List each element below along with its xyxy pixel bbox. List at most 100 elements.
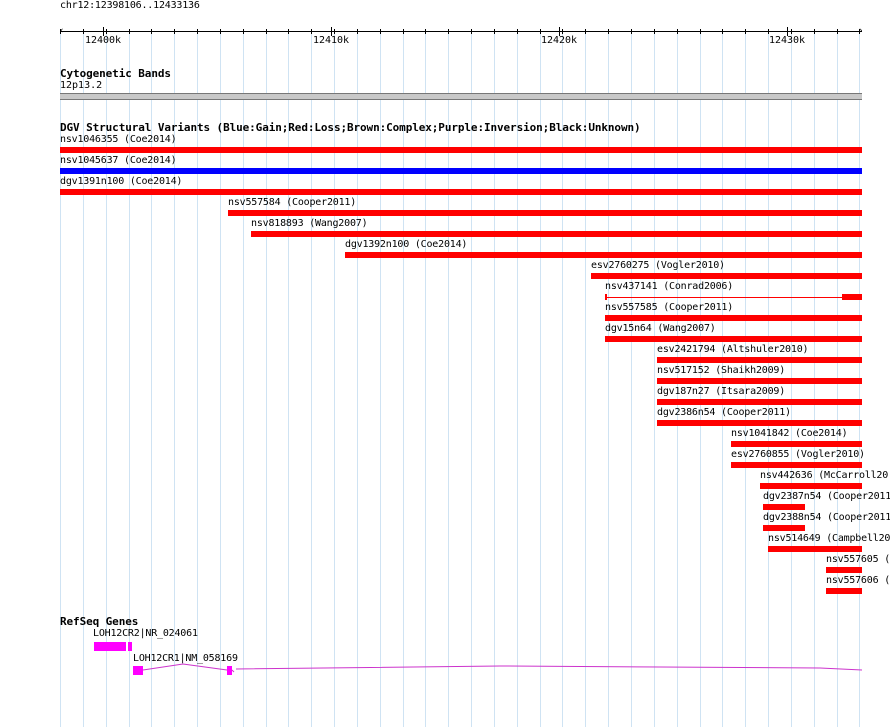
grid-line: [562, 31, 563, 727]
grid-line: [266, 31, 267, 727]
ruler-axis[interactable]: [60, 31, 862, 32]
ruler-minor-tick: [334, 29, 335, 34]
grid-line: [380, 31, 381, 727]
ruler-minor-tick: [151, 29, 152, 34]
variant-bar[interactable]: [731, 462, 862, 468]
ruler-minor-tick: [791, 29, 792, 34]
ruler-minor-tick: [608, 29, 609, 34]
variant-bar[interactable]: [60, 189, 862, 195]
ruler-minor-tick: [517, 29, 518, 34]
ruler-minor-tick: [722, 29, 723, 34]
variant-bar[interactable]: [657, 399, 862, 405]
variant-bar[interactable]: [760, 483, 862, 489]
variant-bar[interactable]: [605, 315, 862, 321]
variant-bar[interactable]: [657, 378, 862, 384]
grid-line: [243, 31, 244, 727]
variant-bar[interactable]: [605, 336, 862, 342]
ruler-major-tick: [331, 27, 332, 36]
grid-line: [197, 31, 198, 727]
grid-line: [106, 31, 107, 727]
variant-bar[interactable]: [251, 231, 862, 237]
gene-label-loh12cr2: LOH12CR2|NR_024061: [93, 628, 198, 639]
ruler-major-tick: [787, 27, 788, 36]
ruler-minor-tick: [106, 29, 107, 34]
ruler-minor-tick: [83, 29, 84, 34]
variant-bar[interactable]: [345, 252, 862, 258]
ruler-minor-tick: [243, 29, 244, 34]
variant-label: nsv1046355 (Coe2014): [60, 134, 177, 145]
ruler-left-arrow-icon: ‹: [59, 26, 65, 36]
grid-line: [631, 31, 632, 727]
gene-label-loh12cr1: LOH12CR1|NM_058169: [133, 653, 238, 664]
dgv-track-title[interactable]: DGV Structural Variants (Blue:Gain;Red:L…: [60, 121, 641, 134]
variant-label: nsv557585 (Cooper2011): [605, 302, 734, 313]
ruler-right-arrow-icon: ›: [858, 26, 864, 36]
variant-label: nsv557606 (: [826, 575, 890, 586]
ruler-minor-tick: [768, 29, 769, 34]
gene-exon-loh12cr1-second[interactable]: [227, 666, 232, 675]
ruler-minor-tick: [357, 29, 358, 34]
ruler-tick-label: 12410k: [312, 35, 350, 46]
grid-line: [517, 31, 518, 727]
ruler-minor-tick: [471, 29, 472, 34]
grid-line: [60, 31, 61, 727]
variant-bar[interactable]: [842, 294, 862, 300]
variant-label: dgv2387n54 (Cooper2011: [763, 491, 890, 502]
gene-exon-loh12cr1-first[interactable]: [133, 666, 143, 675]
grid-line: [540, 31, 541, 727]
variant-bar[interactable]: [60, 168, 862, 174]
variant-label: nsv557584 (Cooper2011): [228, 197, 357, 208]
ruler-minor-tick: [745, 29, 746, 34]
gene-feature-loh12cr2[interactable]: [94, 642, 126, 651]
variant-label: nsv818893 (Wang2007): [251, 218, 368, 229]
variant-label: dgv1391n100 (Coe2014): [60, 176, 183, 187]
variant-bar[interactable]: [657, 357, 862, 363]
ruler-minor-tick: [266, 29, 267, 34]
variant-label: nsv517152 (Shaikh2009): [657, 365, 786, 376]
variant-bar[interactable]: [763, 504, 805, 510]
variant-bar[interactable]: [228, 210, 862, 216]
grid-line: [585, 31, 586, 727]
ruler-minor-tick: [197, 29, 198, 34]
variant-label: esv2760855 (Vogler2010): [731, 449, 865, 460]
variant-label: dgv15n64 (Wang2007): [605, 323, 716, 334]
ruler-major-tick: [103, 27, 104, 36]
variant-bar[interactable]: [763, 525, 805, 531]
grid-line: [654, 31, 655, 727]
grid-line: [494, 31, 495, 727]
variant-label: nsv1045637 (Coe2014): [60, 155, 177, 166]
ruler-minor-tick: [585, 29, 586, 34]
variant-connector[interactable]: [605, 297, 842, 298]
cytoband-bar[interactable]: [60, 93, 862, 100]
cytoband-track-title[interactable]: Cytogenetic Bands: [60, 67, 171, 80]
variant-label: nsv437141 (Conrad2006): [605, 281, 734, 292]
grid-line: [425, 31, 426, 727]
variant-bar[interactable]: [731, 441, 862, 447]
variant-label: dgv187n27 (Itsara2009): [657, 386, 786, 397]
variant-bar[interactable]: [60, 147, 862, 153]
ruler-minor-tick: [425, 29, 426, 34]
ruler-minor-tick: [837, 29, 838, 34]
variant-bar[interactable]: [768, 546, 862, 552]
ruler-tick-label: 12430k: [768, 35, 806, 46]
grid-line: [220, 31, 221, 727]
variant-label: nsv514649 (Campbell20: [768, 533, 890, 544]
variant-bar[interactable]: [591, 273, 862, 279]
grid-line: [174, 31, 175, 727]
grid-line: [83, 31, 84, 727]
variant-bar[interactable]: [826, 567, 862, 573]
grid-line: [448, 31, 449, 727]
ruler-minor-tick: [129, 29, 130, 34]
ruler-minor-tick: [60, 29, 61, 34]
variant-bar[interactable]: [826, 588, 862, 594]
gene-exon-loh12cr2[interactable]: [128, 642, 132, 651]
grid-line: [288, 31, 289, 727]
variant-bar[interactable]: [657, 420, 862, 426]
ruler-minor-tick: [288, 29, 289, 34]
ruler-minor-tick: [677, 29, 678, 34]
ruler-minor-tick: [700, 29, 701, 34]
ruler-minor-tick: [403, 29, 404, 34]
refseq-track-title[interactable]: RefSeq Genes: [60, 615, 139, 628]
ruler-minor-tick: [654, 29, 655, 34]
